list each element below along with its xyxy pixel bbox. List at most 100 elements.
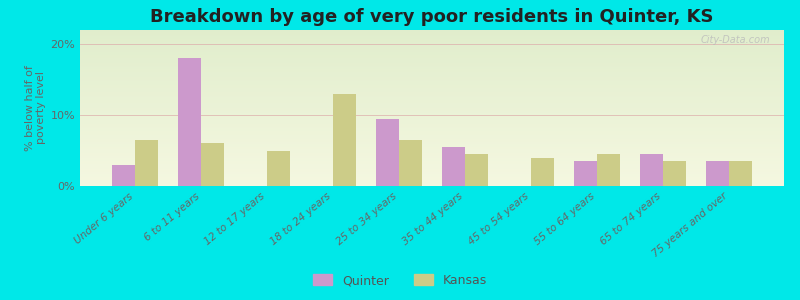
Bar bbox=[80, 180, 784, 181]
Bar bbox=[399, 140, 422, 186]
Bar bbox=[80, 117, 784, 119]
Bar bbox=[80, 172, 784, 173]
Bar bbox=[706, 161, 729, 186]
Bar bbox=[80, 56, 784, 58]
Bar bbox=[80, 61, 784, 63]
Bar bbox=[80, 134, 784, 136]
Bar bbox=[80, 119, 784, 121]
Bar bbox=[80, 122, 784, 124]
Bar bbox=[80, 161, 784, 163]
Bar bbox=[80, 177, 784, 178]
Bar bbox=[80, 169, 784, 170]
Bar bbox=[80, 181, 784, 183]
Bar bbox=[80, 114, 784, 116]
Bar bbox=[80, 66, 784, 68]
Bar bbox=[80, 47, 784, 49]
Bar bbox=[80, 69, 784, 70]
Bar bbox=[80, 92, 784, 94]
Bar bbox=[80, 183, 784, 184]
Bar bbox=[80, 160, 784, 161]
Bar bbox=[80, 91, 784, 92]
Bar bbox=[376, 118, 399, 186]
Bar bbox=[80, 121, 784, 122]
Bar bbox=[80, 170, 784, 172]
Bar bbox=[267, 151, 290, 186]
Bar bbox=[80, 43, 784, 44]
Bar bbox=[80, 147, 784, 148]
Bar bbox=[80, 128, 784, 130]
Bar bbox=[80, 89, 784, 91]
Bar bbox=[80, 75, 784, 77]
Bar bbox=[135, 140, 158, 186]
Bar bbox=[80, 68, 784, 69]
Bar bbox=[80, 164, 784, 166]
Bar bbox=[80, 88, 784, 89]
Bar bbox=[80, 86, 784, 88]
Bar bbox=[201, 143, 224, 186]
Bar bbox=[80, 148, 784, 150]
Bar bbox=[80, 105, 784, 106]
Bar bbox=[80, 130, 784, 131]
Bar bbox=[80, 64, 784, 66]
Bar bbox=[80, 153, 784, 155]
Bar bbox=[80, 97, 784, 99]
Bar bbox=[80, 32, 784, 33]
Bar bbox=[80, 80, 784, 82]
Bar bbox=[80, 158, 784, 160]
Bar bbox=[531, 158, 554, 186]
Bar bbox=[80, 30, 784, 31]
Bar bbox=[80, 38, 784, 39]
Y-axis label: % below half of
poverty level: % below half of poverty level bbox=[25, 65, 46, 151]
Bar bbox=[80, 85, 784, 86]
Bar bbox=[80, 103, 784, 105]
Bar bbox=[80, 141, 784, 142]
Legend: Quinter, Kansas: Quinter, Kansas bbox=[310, 270, 490, 291]
Bar bbox=[597, 154, 620, 186]
Bar bbox=[80, 131, 784, 133]
Bar bbox=[80, 60, 784, 61]
Bar bbox=[80, 156, 784, 158]
Bar bbox=[80, 82, 784, 83]
Bar bbox=[80, 184, 784, 186]
Bar bbox=[80, 116, 784, 117]
Bar bbox=[442, 147, 465, 186]
Text: City-Data.com: City-Data.com bbox=[700, 35, 770, 45]
Bar bbox=[80, 72, 784, 74]
Bar bbox=[80, 133, 784, 134]
Bar bbox=[80, 113, 784, 114]
Bar bbox=[80, 178, 784, 180]
Bar bbox=[80, 142, 784, 144]
Bar bbox=[80, 102, 784, 103]
Bar bbox=[80, 111, 784, 113]
Bar bbox=[80, 33, 784, 35]
Bar bbox=[80, 152, 784, 153]
Bar bbox=[80, 49, 784, 50]
Bar bbox=[80, 146, 784, 147]
Bar bbox=[80, 173, 784, 175]
Bar bbox=[80, 155, 784, 156]
Bar bbox=[80, 136, 784, 138]
Bar bbox=[80, 138, 784, 139]
Bar bbox=[80, 46, 784, 47]
Bar bbox=[80, 70, 784, 72]
Title: Breakdown by age of very poor residents in Quinter, KS: Breakdown by age of very poor residents … bbox=[150, 8, 714, 26]
Bar bbox=[80, 78, 784, 80]
Bar bbox=[80, 127, 784, 128]
Bar bbox=[80, 106, 784, 108]
Bar bbox=[80, 108, 784, 110]
Bar bbox=[80, 35, 784, 36]
Bar bbox=[80, 139, 784, 141]
Bar bbox=[465, 154, 488, 186]
Bar bbox=[178, 58, 201, 186]
Bar bbox=[80, 125, 784, 127]
Bar bbox=[80, 175, 784, 177]
Bar bbox=[80, 144, 784, 146]
Bar bbox=[80, 36, 784, 38]
Bar bbox=[80, 55, 784, 56]
Bar bbox=[80, 74, 784, 75]
Bar bbox=[80, 39, 784, 41]
Bar bbox=[80, 100, 784, 102]
Bar bbox=[80, 41, 784, 43]
Bar bbox=[80, 53, 784, 55]
Bar bbox=[80, 124, 784, 125]
